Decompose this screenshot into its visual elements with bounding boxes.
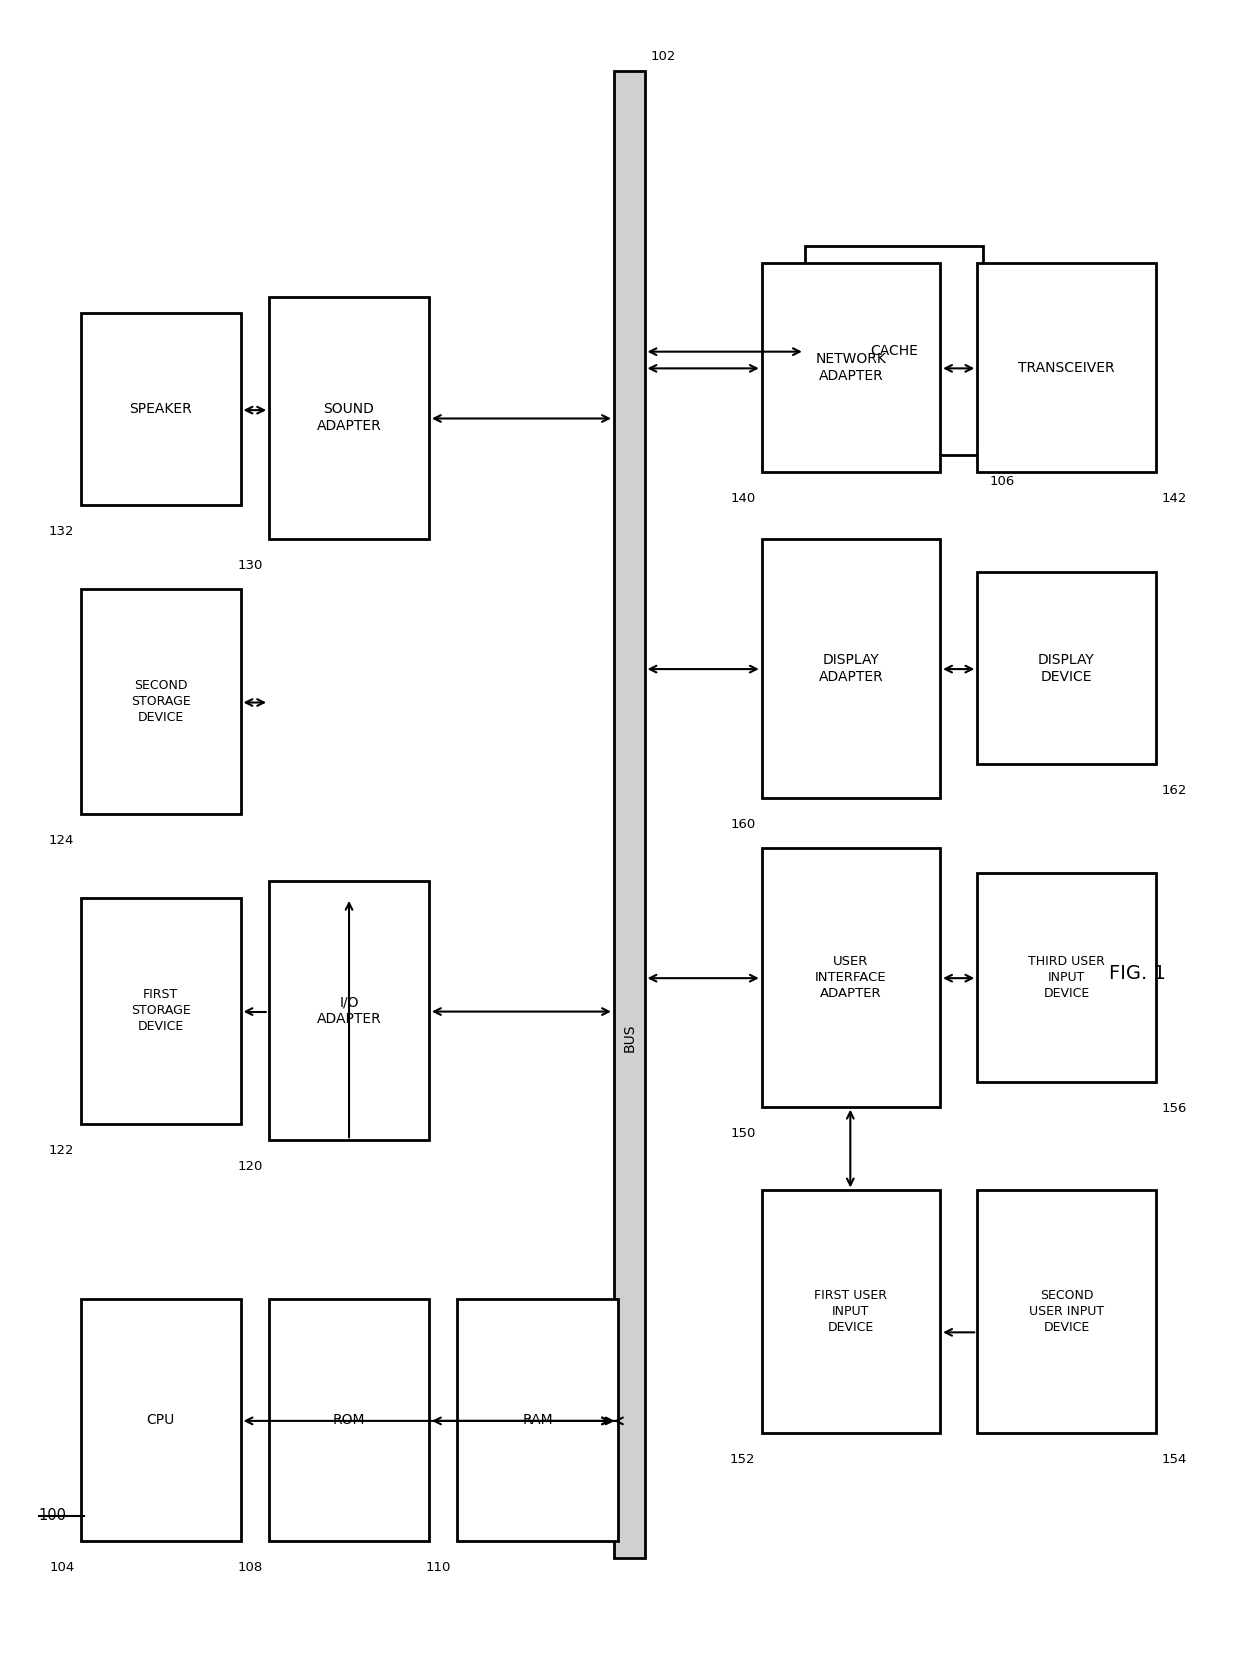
FancyBboxPatch shape: [81, 1300, 241, 1541]
FancyBboxPatch shape: [81, 898, 241, 1123]
FancyBboxPatch shape: [81, 314, 241, 505]
FancyBboxPatch shape: [614, 71, 645, 1558]
Text: ROM: ROM: [332, 1414, 366, 1427]
Text: SECOND
USER INPUT
DEVICE: SECOND USER INPUT DEVICE: [1029, 1289, 1104, 1333]
Text: NETWORK
ADAPTER: NETWORK ADAPTER: [816, 353, 887, 383]
Text: 150: 150: [730, 1127, 755, 1140]
Text: 162: 162: [1162, 784, 1188, 798]
FancyBboxPatch shape: [761, 1190, 940, 1432]
Text: 154: 154: [1162, 1452, 1188, 1466]
Text: 120: 120: [237, 1160, 263, 1174]
Text: I/O
ADAPTER: I/O ADAPTER: [316, 996, 382, 1026]
Text: SPEAKER: SPEAKER: [129, 403, 192, 416]
FancyBboxPatch shape: [977, 873, 1156, 1081]
Text: CACHE: CACHE: [870, 344, 918, 358]
Text: 124: 124: [50, 834, 74, 848]
FancyBboxPatch shape: [269, 1300, 429, 1541]
Text: SECOND
STORAGE
DEVICE: SECOND STORAGE DEVICE: [130, 680, 191, 724]
FancyBboxPatch shape: [761, 264, 940, 472]
Text: 106: 106: [990, 475, 1014, 489]
Text: 102: 102: [651, 50, 676, 62]
FancyBboxPatch shape: [269, 881, 429, 1140]
Text: BUS: BUS: [622, 1023, 636, 1051]
Text: DISPLAY
DEVICE: DISPLAY DEVICE: [1038, 653, 1095, 683]
Text: THIRD USER
INPUT
DEVICE: THIRD USER INPUT DEVICE: [1028, 955, 1105, 999]
Text: 108: 108: [238, 1561, 263, 1575]
Text: FIRST
STORAGE
DEVICE: FIRST STORAGE DEVICE: [130, 989, 191, 1033]
FancyBboxPatch shape: [81, 589, 241, 814]
Text: SOUND
ADAPTER: SOUND ADAPTER: [316, 401, 382, 433]
Text: USER
INTERFACE
ADAPTER: USER INTERFACE ADAPTER: [815, 955, 887, 999]
FancyBboxPatch shape: [805, 247, 983, 455]
FancyBboxPatch shape: [977, 1190, 1156, 1432]
Text: TRANSCEIVER: TRANSCEIVER: [1018, 361, 1115, 374]
Text: 140: 140: [730, 492, 755, 505]
Text: FIG. 1: FIG. 1: [1109, 964, 1166, 982]
Text: 122: 122: [48, 1143, 74, 1157]
Text: 100: 100: [38, 1508, 67, 1523]
Text: DISPLAY
ADAPTER: DISPLAY ADAPTER: [818, 653, 883, 683]
FancyBboxPatch shape: [977, 573, 1156, 764]
FancyBboxPatch shape: [977, 264, 1156, 472]
FancyBboxPatch shape: [458, 1300, 618, 1541]
Text: CPU: CPU: [146, 1414, 175, 1427]
Text: 160: 160: [730, 818, 755, 831]
Text: 132: 132: [48, 526, 74, 539]
Text: 110: 110: [425, 1561, 451, 1575]
Text: RAM: RAM: [522, 1414, 553, 1427]
FancyBboxPatch shape: [761, 848, 940, 1106]
FancyBboxPatch shape: [761, 539, 940, 798]
Text: FIRST USER
INPUT
DEVICE: FIRST USER INPUT DEVICE: [815, 1289, 888, 1333]
Text: 142: 142: [1162, 492, 1188, 505]
FancyBboxPatch shape: [269, 297, 429, 539]
Text: 152: 152: [730, 1452, 755, 1466]
Text: 130: 130: [237, 559, 263, 573]
Text: 104: 104: [50, 1561, 74, 1575]
Text: 156: 156: [1162, 1101, 1188, 1115]
